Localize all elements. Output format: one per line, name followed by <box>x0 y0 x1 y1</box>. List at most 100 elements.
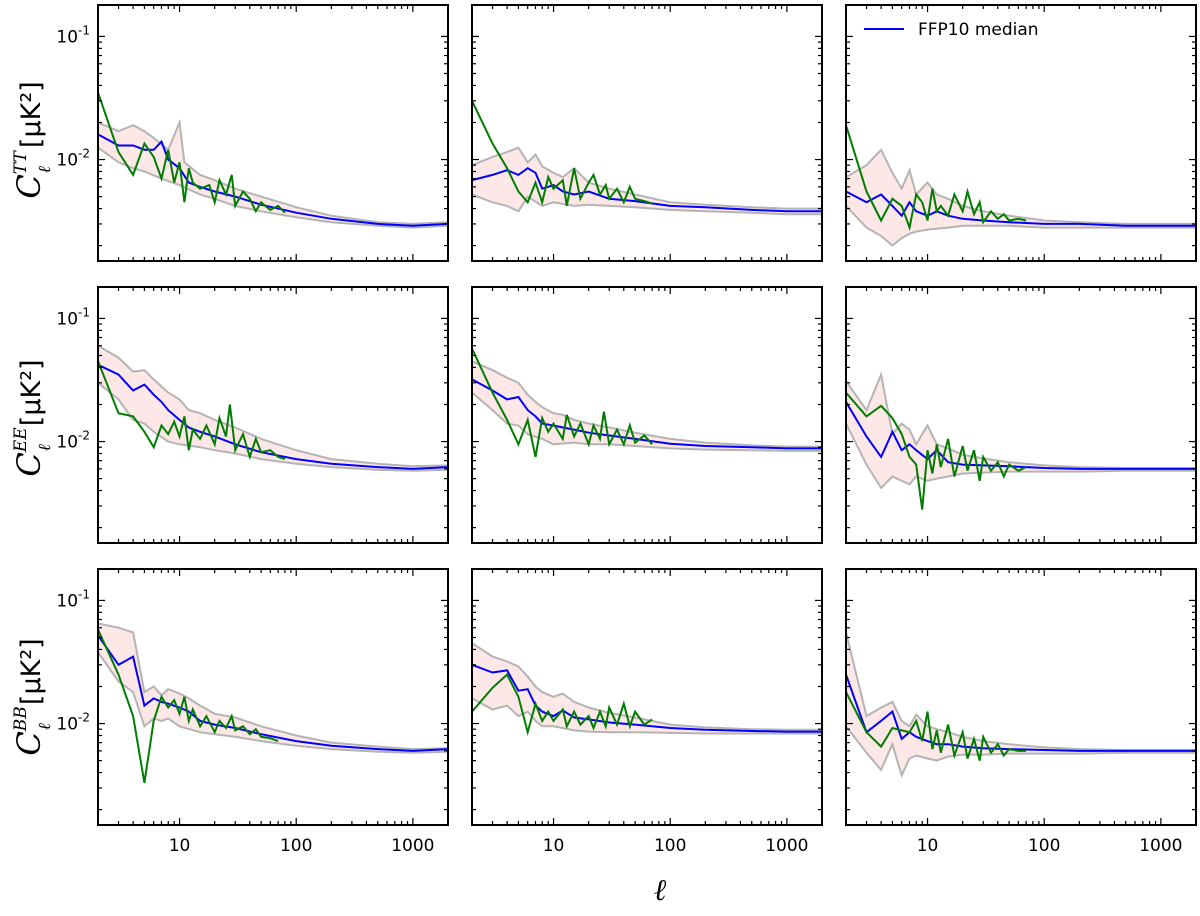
median-line <box>98 363 448 470</box>
y-tick-exponent: -2 <box>78 711 90 725</box>
row-label-superscript: BB <box>11 706 31 732</box>
x-tick-label: 100 <box>654 836 686 856</box>
band-fill <box>472 361 822 451</box>
median-line <box>472 663 822 733</box>
band-upper-line <box>472 146 822 210</box>
band-lower-line <box>846 205 1196 247</box>
band-lower-line <box>846 423 1196 490</box>
row-label-subscript: ℓ <box>35 444 55 451</box>
row-label-symbol: C <box>10 452 48 476</box>
panel-ee-1: 10-110-2 <box>56 286 449 544</box>
band-fill <box>846 632 1196 776</box>
band-lower-line <box>98 382 448 472</box>
panel-frame <box>845 568 1197 826</box>
plot-area <box>846 124 1196 247</box>
data-line <box>472 100 653 207</box>
y-tick-label: 10-2 <box>56 147 90 171</box>
panel-frame <box>97 286 449 544</box>
row-label-symbol: C <box>10 731 48 755</box>
band-upper-line <box>472 642 822 731</box>
panel-frame <box>845 286 1197 544</box>
y-tick-base: 10 <box>56 591 78 611</box>
band-upper-line <box>98 118 448 225</box>
plot-area <box>846 632 1196 779</box>
band-upper-line <box>846 148 1196 225</box>
plot-area <box>846 371 1196 510</box>
x-tick-label: 1000 <box>765 836 808 856</box>
row-label-superscript: TT <box>11 150 31 175</box>
y-tick-base: 10 <box>56 27 78 47</box>
y-tick-label: 10-1 <box>56 305 90 329</box>
median-line <box>472 378 822 450</box>
plot-area <box>472 100 822 216</box>
y-tick-label: 10-2 <box>56 429 90 453</box>
data-line <box>846 391 1027 510</box>
row-label-bb: CBB ℓ [μK²] <box>10 638 55 755</box>
panel-bb-2: 10 100 1000 <box>471 568 823 856</box>
x-tick-label: 100 <box>280 836 312 856</box>
row-label-superscript: EE <box>11 427 31 453</box>
y-tick-label: 10-1 <box>56 23 90 47</box>
y-tick-base: 10 <box>56 433 78 453</box>
y-tick-exponent: -1 <box>78 305 90 319</box>
panel-frame <box>471 568 823 826</box>
band-fill <box>98 345 448 471</box>
row-label-subscript: ℓ <box>35 723 55 730</box>
row-label-ee: CEE ℓ [μK²] <box>10 359 55 476</box>
band-lower-line <box>472 697 822 735</box>
y-tick-exponent: -2 <box>78 147 90 161</box>
panel-tt-1: 10-110-2 <box>56 4 449 262</box>
data-line <box>472 672 653 737</box>
panel-ee-3 <box>845 286 1197 544</box>
panel-frame <box>471 4 823 262</box>
median-line <box>98 634 448 752</box>
band-upper-line <box>846 632 1196 751</box>
y-tick-label: 10-2 <box>56 711 90 735</box>
row-label-unit: [μK²] <box>16 359 47 426</box>
plot-area <box>98 344 448 472</box>
y-tick-base: 10 <box>56 151 78 171</box>
panel-bb-3: 10 100 1000 <box>845 568 1197 856</box>
data-line <box>98 92 286 214</box>
row-label-unit: [μK²] <box>16 638 47 705</box>
plot-area <box>472 348 822 458</box>
band-fill <box>98 623 448 753</box>
plot-area <box>98 622 448 783</box>
median-line <box>846 401 1196 470</box>
band-fill <box>472 643 822 734</box>
panel-frame <box>845 4 1197 262</box>
x-tick-label: 100 <box>1028 836 1060 856</box>
panel-bb-1: 10-110-210 100 1000 <box>56 568 449 856</box>
row-label-subscript: ℓ <box>35 166 55 173</box>
x-tick-label: 10 <box>169 836 191 856</box>
band-lower-line <box>846 725 1196 779</box>
y-tick-exponent: -1 <box>78 23 90 37</box>
data-line <box>846 124 1027 232</box>
data-line <box>98 360 286 461</box>
row-label-tt: CTT ℓ [μK²] <box>10 81 55 198</box>
band-upper-line <box>98 622 448 751</box>
band-lower-line <box>472 193 822 216</box>
legend-label: FFP10 median <box>918 20 1039 40</box>
x-tick-label: 1000 <box>1139 836 1182 856</box>
panel-frame <box>97 568 449 826</box>
panel-ee-2 <box>471 286 823 544</box>
band-lower-line <box>98 651 448 754</box>
data-line <box>472 348 653 458</box>
legend: FFP10 median <box>864 20 1039 40</box>
panel-tt-3: FFP10 median <box>845 4 1197 262</box>
panel-tt-2 <box>471 4 823 262</box>
data-line <box>846 691 1027 761</box>
x-tick-label: 1000 <box>391 836 434 856</box>
y-tick-base: 10 <box>56 309 78 329</box>
band-upper-line <box>98 344 448 468</box>
y-tick-exponent: -1 <box>78 587 90 601</box>
band-fill <box>846 149 1196 246</box>
panel-frame <box>97 4 449 262</box>
data-line <box>98 629 279 783</box>
y-tick-base: 10 <box>56 715 78 735</box>
